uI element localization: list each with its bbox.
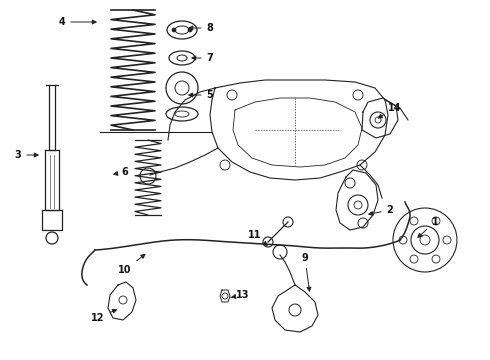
Text: 9: 9 bbox=[302, 253, 311, 291]
Text: 13: 13 bbox=[231, 290, 250, 300]
Text: 3: 3 bbox=[15, 150, 38, 160]
Circle shape bbox=[188, 28, 192, 32]
Text: 8: 8 bbox=[189, 23, 214, 33]
Text: 7: 7 bbox=[192, 53, 213, 63]
Text: 10: 10 bbox=[118, 255, 145, 275]
Text: 5: 5 bbox=[189, 90, 213, 100]
Circle shape bbox=[172, 28, 176, 32]
Text: 14: 14 bbox=[378, 103, 402, 118]
Text: 6: 6 bbox=[114, 167, 128, 177]
Text: 1: 1 bbox=[418, 217, 439, 237]
Text: 12: 12 bbox=[91, 310, 117, 323]
Text: 11: 11 bbox=[248, 230, 267, 246]
Text: 2: 2 bbox=[369, 205, 393, 215]
Text: 4: 4 bbox=[59, 17, 96, 27]
